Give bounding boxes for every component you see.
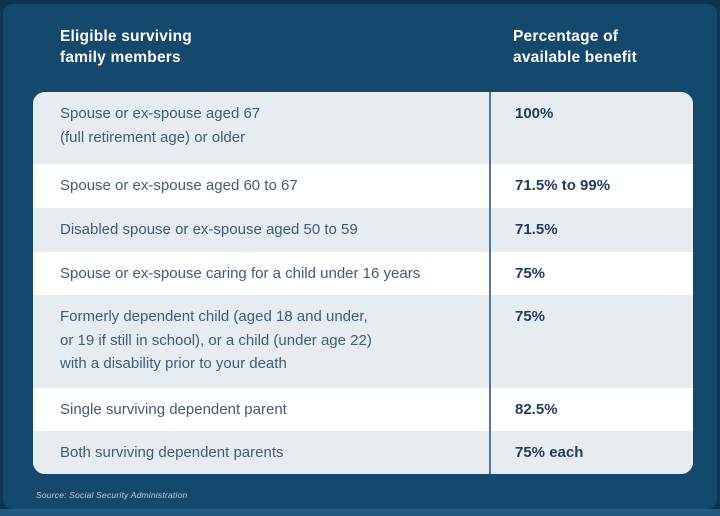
navy-panel: Eligible surviving family members Percen… xyxy=(3,4,717,509)
column-divider xyxy=(489,92,491,474)
benefit-cell: 75% xyxy=(515,265,546,282)
benefit-cell: 71.5% xyxy=(515,221,558,238)
source-attribution: Source: Social Security Administration xyxy=(36,490,188,500)
benefit-cell: 75% xyxy=(515,308,546,325)
benefit-cell: 82.5% xyxy=(515,401,558,418)
table-row: Both surviving dependent parents 75% eac… xyxy=(33,431,693,474)
table-row: Spouse or ex-spouse aged 67 (full retire… xyxy=(33,92,693,164)
table-row: Single surviving dependent parent 82.5% xyxy=(33,388,693,431)
benefit-cell: 100% xyxy=(515,105,554,122)
table-row: Disabled spouse or ex-spouse aged 50 to … xyxy=(33,208,693,252)
benefit-cell: 75% each xyxy=(515,444,584,461)
benefit-table: Spouse or ex-spouse aged 67 (full retire… xyxy=(33,92,693,474)
member-cell: Spouse or ex-spouse aged 67 (full retire… xyxy=(60,105,261,146)
table-row: Spouse or ex-spouse caring for a child u… xyxy=(33,252,693,295)
member-cell: Spouse or ex-spouse caring for a child u… xyxy=(60,265,421,282)
column-header-benefit-percentage: Percentage of available benefit xyxy=(513,28,638,66)
member-cell: Both surviving dependent parents xyxy=(60,444,284,461)
column-header-family-members: Eligible surviving family members xyxy=(60,28,192,66)
bottom-edge-strip xyxy=(0,509,720,516)
table-row: Formerly dependent child (aged 18 and un… xyxy=(33,295,693,388)
benefit-cell: 71.5% to 99% xyxy=(515,177,611,194)
table-row: Spouse or ex-spouse aged 60 to 67 71.5% … xyxy=(33,164,693,208)
member-cell: Disabled spouse or ex-spouse aged 50 to … xyxy=(60,221,358,238)
member-cell: Spouse or ex-spouse aged 60 to 67 xyxy=(60,177,298,194)
member-cell: Formerly dependent child (aged 18 and un… xyxy=(60,308,372,372)
member-cell: Single surviving dependent parent xyxy=(60,401,287,418)
